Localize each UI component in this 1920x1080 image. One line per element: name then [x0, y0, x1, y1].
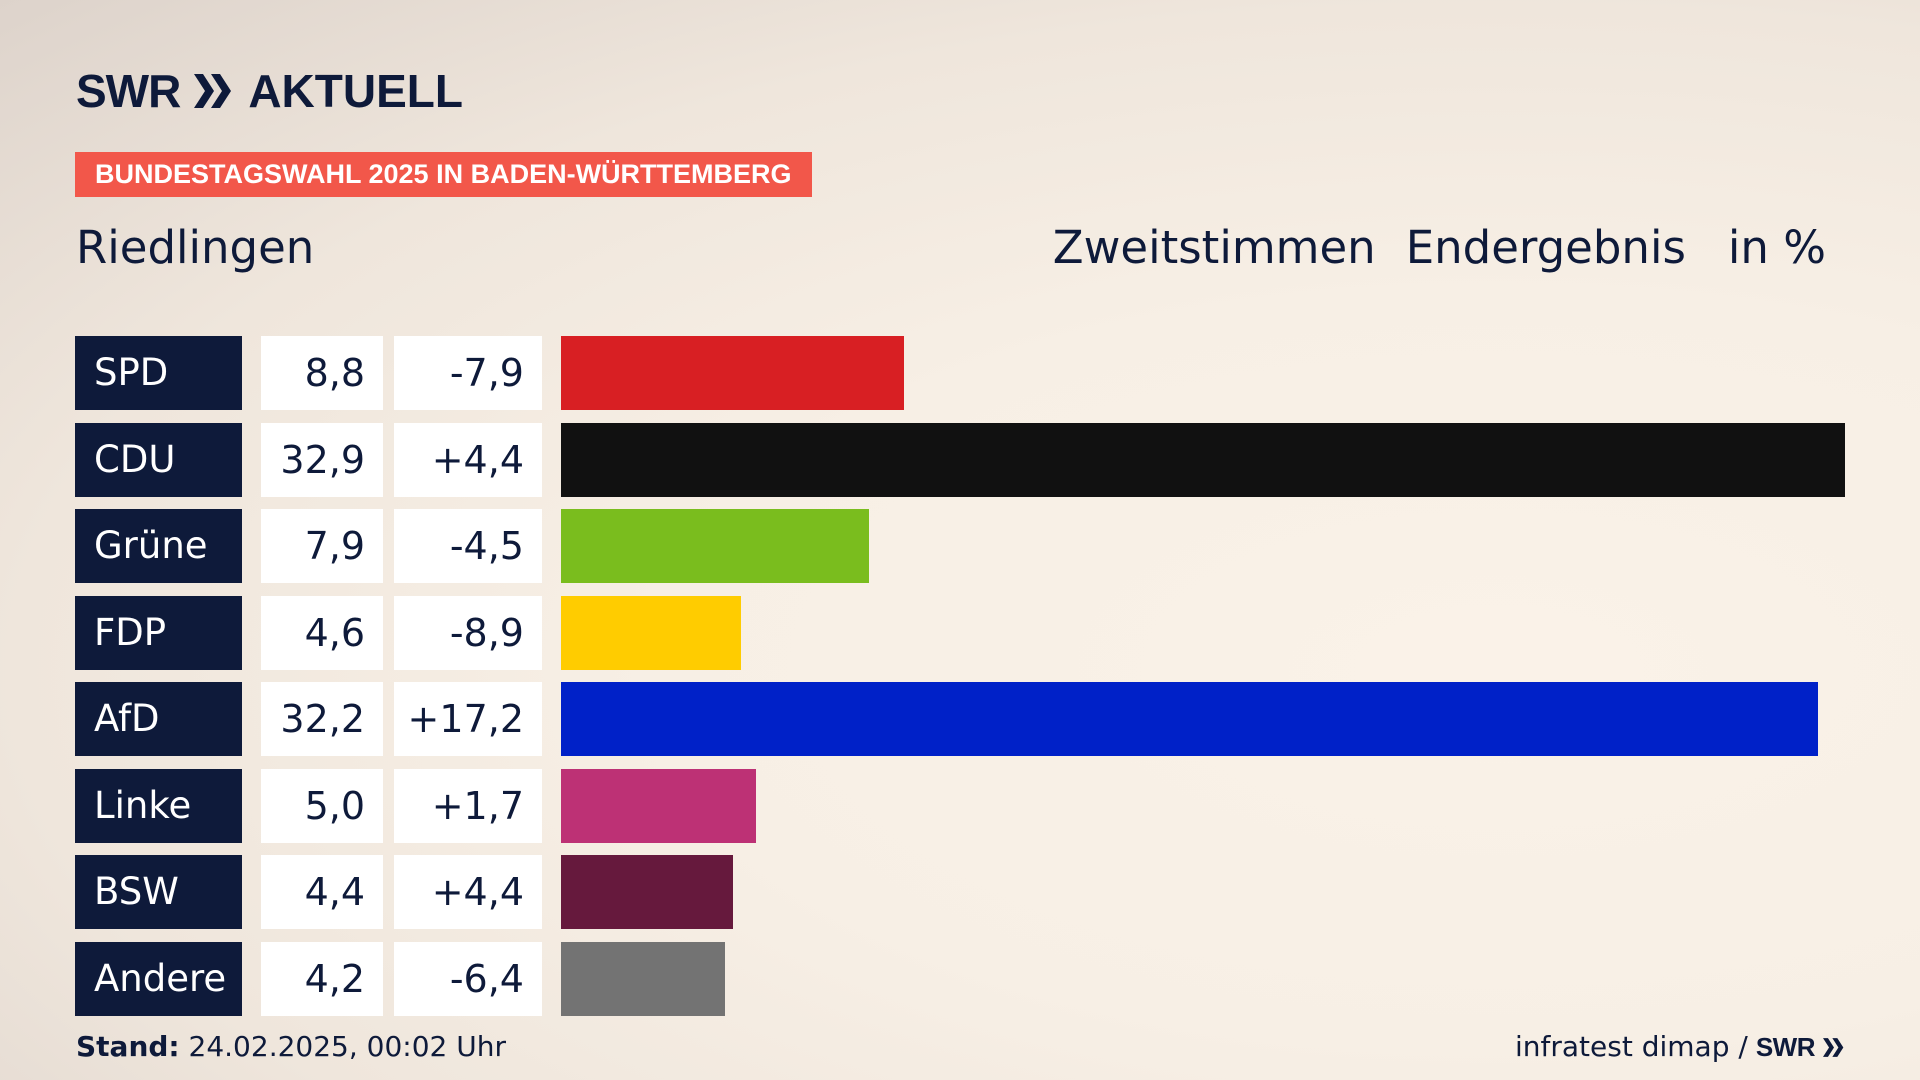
vote-type-label: Zweitstimmen	[1052, 221, 1376, 274]
vote-share-bar	[561, 336, 905, 410]
vote-change-value: +4,4	[394, 422, 542, 497]
result-type-label: Endergebnis	[1405, 221, 1686, 274]
vote-change-value: -6,4	[394, 941, 542, 1016]
vote-share-bar	[561, 682, 1818, 756]
result-header: Zweitstimmen Endergebnis in %	[1023, 218, 1826, 278]
double-chevron-icon	[194, 74, 232, 108]
party-label: BSW	[75, 855, 242, 929]
vote-change-value: +17,2	[394, 682, 542, 756]
unit-label: in %	[1727, 221, 1826, 274]
vote-share-value: 32,9	[261, 422, 383, 497]
party-label: CDU	[75, 422, 242, 497]
vote-share-bar	[561, 509, 870, 583]
party-label: Andere	[75, 941, 242, 1016]
vote-share-value: 32,2	[261, 682, 383, 756]
vote-share-value: 4,2	[261, 941, 383, 1016]
election-banner: BUNDESTAGSWAHL 2025 IN BADEN-WÜRTTEMBERG	[75, 152, 812, 197]
result-row: Linke 5,0 +1,7	[75, 768, 1847, 843]
result-row: BSW 4,4 +4,4	[75, 855, 1847, 929]
swr-aktuell-logo: SWR AKTUELL	[76, 66, 463, 116]
vote-share-bar	[561, 595, 741, 670]
vote-change-value: -7,9	[394, 336, 542, 410]
source-text: infratest dimap /	[1515, 1030, 1748, 1063]
result-row: Andere 4,2 -6,4	[75, 941, 1847, 1016]
result-row: CDU 32,9 +4,4	[75, 422, 1847, 497]
result-row: FDP 4,6 -8,9	[75, 595, 1847, 670]
logo-swr-text: SWR	[76, 65, 181, 117]
party-label: AfD	[75, 682, 242, 756]
vote-share-value: 7,9	[261, 509, 383, 583]
party-label: Grüne	[75, 509, 242, 583]
vote-change-value: -4,5	[394, 509, 542, 583]
stand-label: Stand:	[76, 1030, 180, 1063]
vote-change-value: +4,4	[394, 855, 542, 929]
vote-change-value: -8,9	[394, 595, 542, 670]
result-row: AfD 32,2 +17,2	[75, 682, 1847, 756]
vote-share-bar	[561, 941, 725, 1016]
result-row: SPD 8,8 -7,9	[75, 336, 1847, 410]
vote-share-bar	[561, 768, 757, 843]
party-label: Linke	[75, 768, 242, 843]
footer-swr-logo: SWR	[1755, 1032, 1816, 1062]
vote-share-value: 4,4	[261, 855, 383, 929]
party-label: FDP	[75, 595, 242, 670]
party-label: SPD	[75, 336, 242, 410]
vote-share-value: 8,8	[261, 336, 383, 410]
vote-change-value: +1,7	[394, 768, 542, 843]
footer-chevron-icon	[1823, 1037, 1844, 1057]
stand-value: 24.02.2025, 00:02 Uhr	[188, 1030, 506, 1063]
timestamp: Stand: 24.02.2025, 00:02 Uhr	[76, 1028, 506, 1066]
result-row: Grüne 7,9 -4,5	[75, 509, 1847, 583]
vote-share-value: 5,0	[261, 768, 383, 843]
vote-share-value: 4,6	[261, 595, 383, 670]
vote-share-bar	[561, 422, 1845, 497]
source-credit: infratest dimap / SWR	[1515, 1028, 1845, 1066]
region-title: Riedlingen	[76, 221, 315, 274]
vote-share-bar	[561, 855, 733, 929]
logo-aktuell-text: AKTUELL	[248, 65, 463, 117]
